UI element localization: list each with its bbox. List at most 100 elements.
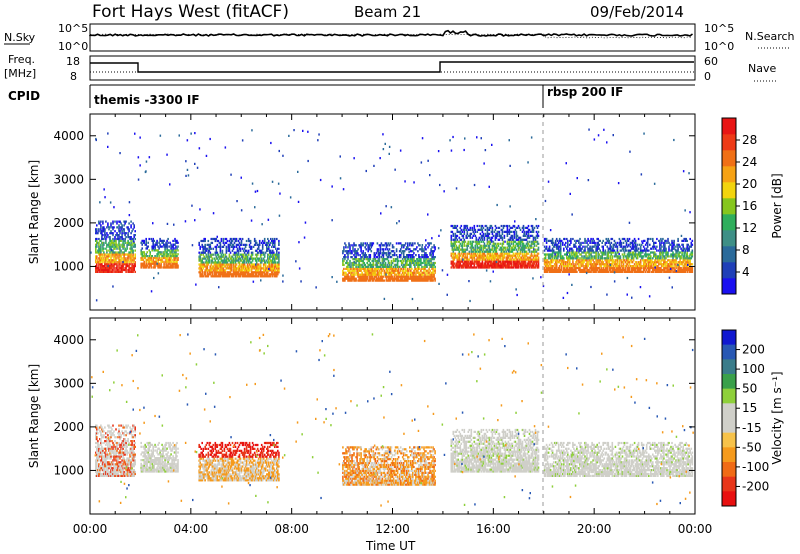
echo-cell bbox=[502, 266, 505, 269]
echo-cell bbox=[616, 257, 619, 260]
echo-cell bbox=[515, 262, 518, 265]
echo-cell bbox=[574, 243, 576, 246]
echo-cell bbox=[130, 239, 132, 242]
echo-cell bbox=[562, 263, 564, 266]
echo-cell bbox=[385, 265, 388, 268]
echo-cell bbox=[457, 260, 460, 263]
echo-cell bbox=[251, 273, 254, 276]
echo-cell bbox=[353, 254, 355, 257]
echo-cell bbox=[134, 234, 136, 237]
echo-cell bbox=[358, 277, 360, 280]
echo-cell bbox=[513, 246, 516, 249]
echo-cell bbox=[558, 268, 561, 272]
echo-cell bbox=[157, 260, 159, 263]
echo-cell bbox=[162, 255, 164, 258]
echo-cell bbox=[365, 258, 367, 261]
echo-cell bbox=[491, 228, 494, 231]
echo-cell bbox=[121, 237, 123, 241]
echo-cell bbox=[239, 271, 242, 274]
echo-cell bbox=[479, 248, 482, 251]
echo-cell bbox=[231, 273, 234, 276]
echo-cell bbox=[106, 243, 108, 246]
echo-cell bbox=[425, 279, 427, 282]
echo-cell bbox=[347, 250, 349, 253]
echo-cell bbox=[557, 249, 560, 252]
echo-cell bbox=[499, 236, 502, 239]
echo-cell bbox=[517, 242, 520, 245]
echo-cell bbox=[508, 240, 511, 243]
echo-cell bbox=[501, 262, 504, 265]
echo-cell bbox=[612, 266, 615, 270]
echo-cell bbox=[376, 273, 379, 276]
cpid-segment-themis: themis -3300 IF bbox=[94, 93, 200, 107]
echo-cell bbox=[611, 263, 614, 266]
echo-cell bbox=[544, 261, 547, 264]
echo-cell bbox=[222, 267, 225, 270]
echo-cell bbox=[486, 242, 489, 245]
echo-cell bbox=[384, 242, 387, 245]
echo-cell bbox=[565, 265, 567, 268]
echo-cell bbox=[510, 266, 513, 269]
echo-cell bbox=[491, 232, 494, 235]
echo-cell bbox=[170, 260, 172, 263]
echo-cell bbox=[382, 248, 385, 251]
echo-cell bbox=[585, 253, 587, 256]
echo-cell bbox=[100, 249, 102, 252]
echo-cell bbox=[172, 243, 174, 246]
echo-cell bbox=[154, 255, 156, 258]
echo-cell bbox=[142, 239, 144, 242]
echo-cell bbox=[416, 275, 418, 278]
echo-cell bbox=[126, 261, 128, 264]
echo-cell bbox=[507, 252, 510, 255]
echo-cell bbox=[98, 249, 100, 252]
echo-cell bbox=[104, 270, 106, 273]
echo-cell bbox=[537, 246, 540, 249]
echo-cell bbox=[407, 258, 409, 261]
echo-cell bbox=[415, 277, 417, 280]
echo-cell bbox=[423, 256, 425, 259]
echo-cell bbox=[235, 273, 238, 276]
echo-cell bbox=[343, 279, 345, 282]
echo-cell bbox=[526, 256, 529, 259]
echo-cell bbox=[129, 253, 131, 256]
echo-cell bbox=[230, 261, 233, 264]
echo-cell bbox=[124, 220, 126, 223]
echo-cell bbox=[597, 261, 599, 264]
echo-cell bbox=[100, 230, 102, 233]
echo-cell bbox=[577, 259, 579, 262]
echo-cell bbox=[131, 263, 133, 266]
echo-cell bbox=[413, 277, 415, 280]
echo-cell bbox=[363, 254, 365, 257]
echo-cell bbox=[232, 269, 235, 272]
echo-cell bbox=[452, 250, 455, 253]
echo-cell bbox=[352, 248, 354, 251]
echo-cell bbox=[399, 275, 402, 278]
echo-cell bbox=[381, 258, 384, 261]
echo-cell bbox=[522, 228, 525, 231]
echo-cell bbox=[245, 255, 248, 258]
echo-cell bbox=[465, 266, 468, 269]
echo-cell bbox=[342, 263, 344, 266]
echo-cell bbox=[237, 253, 240, 256]
echo-cell bbox=[532, 228, 535, 231]
echo-cell bbox=[480, 246, 483, 249]
echo-cell bbox=[274, 241, 276, 244]
echo-cell bbox=[559, 239, 562, 242]
echo-cell bbox=[490, 248, 493, 251]
echo-cell bbox=[610, 249, 613, 252]
echo-cell bbox=[250, 273, 253, 276]
echo-cell bbox=[568, 257, 570, 260]
echo-cell bbox=[544, 253, 547, 256]
echo-cell bbox=[274, 253, 276, 256]
echo-cell bbox=[530, 240, 533, 243]
echo-cell bbox=[508, 224, 511, 228]
echo-cell bbox=[513, 262, 516, 265]
echo-cell bbox=[484, 262, 487, 265]
echo-cell bbox=[600, 263, 602, 266]
echo-cell bbox=[130, 253, 132, 256]
echo-cell bbox=[414, 265, 416, 268]
nave-tick-bottom: 0 bbox=[704, 70, 711, 83]
echo-cell bbox=[489, 250, 492, 253]
echo-cell bbox=[108, 249, 110, 252]
